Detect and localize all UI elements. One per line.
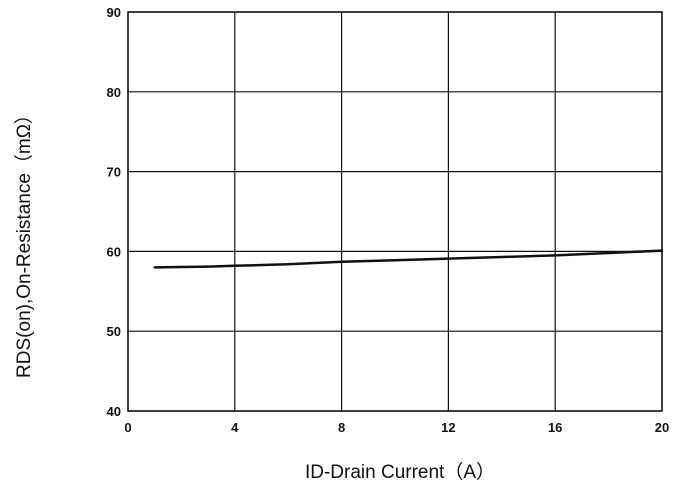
- series-layer: [153, 249, 664, 269]
- x-tick-20: 20: [655, 420, 669, 435]
- y-tick-50: 50: [107, 324, 121, 339]
- grid: [127, 11, 663, 412]
- x-tick-4: 4: [231, 420, 239, 435]
- x-tick-12: 12: [441, 420, 455, 435]
- y-tick-90: 90: [107, 5, 121, 20]
- y-tick-labels: 40 50 60 70 80 90: [107, 5, 121, 419]
- y-tick-80: 80: [107, 85, 121, 100]
- plot-frame: [127, 11, 663, 412]
- x-tick-16: 16: [548, 420, 562, 435]
- y-axis-title: RDS(on),On-Resistance（mΩ）: [13, 105, 35, 378]
- y-tick-60: 60: [107, 244, 121, 259]
- x-axis-title: ID-Drain Current（A）: [305, 461, 495, 483]
- y-tick-70: 70: [107, 165, 121, 180]
- x-tick-8: 8: [338, 420, 345, 435]
- x-tick-0: 0: [124, 420, 131, 435]
- y-tick-40: 40: [107, 404, 121, 419]
- series-line-0: [153, 249, 664, 269]
- x-tick-labels: 0 4 8 12 16 20: [124, 420, 669, 435]
